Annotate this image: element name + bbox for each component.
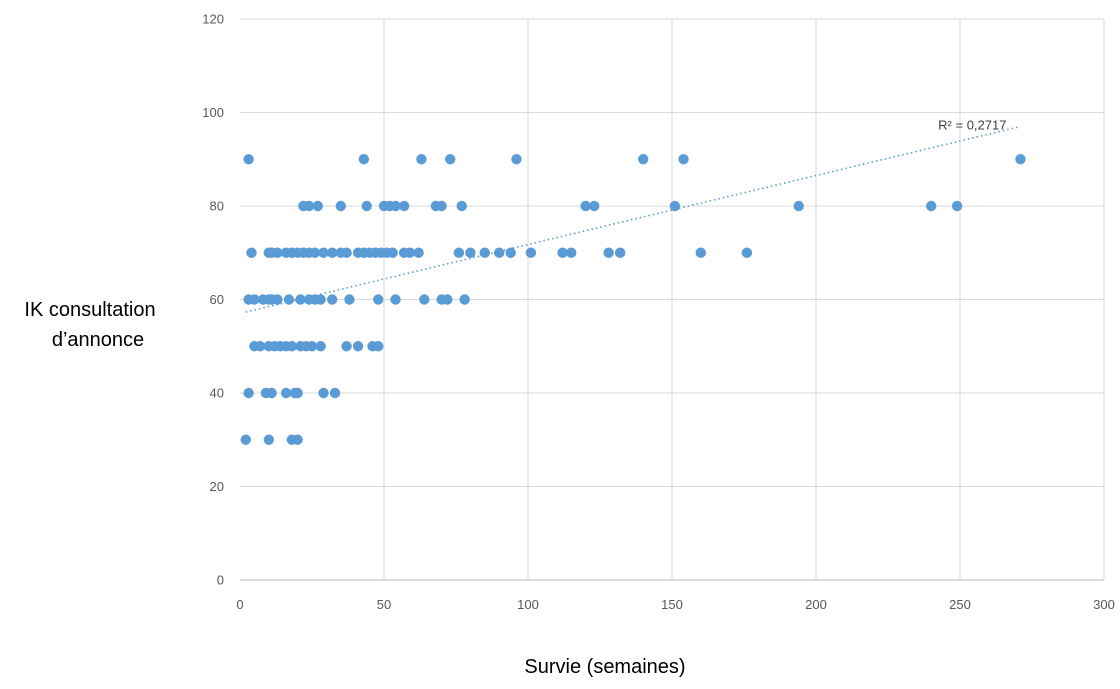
x-tick-label: 300 <box>1093 597 1115 612</box>
data-point <box>506 248 516 258</box>
trendline <box>246 127 1021 313</box>
data-point <box>318 388 328 398</box>
data-point <box>952 201 962 211</box>
y-tick-label: 80 <box>210 199 224 214</box>
data-point <box>459 294 469 304</box>
data-point <box>243 154 253 164</box>
data-point <box>344 294 354 304</box>
x-tick-label: 250 <box>949 597 971 612</box>
data-point <box>457 201 467 211</box>
data-point <box>390 294 400 304</box>
x-axis-title: Survie (semaines) <box>524 656 685 678</box>
data-point <box>794 201 804 211</box>
data-point <box>603 248 613 258</box>
x-tick-label: 50 <box>377 597 391 612</box>
y-axis-title-line-1: IK consultation <box>24 299 155 321</box>
data-point <box>341 341 351 351</box>
data-point <box>526 248 536 258</box>
data-point <box>615 248 625 258</box>
data-point <box>341 248 351 258</box>
data-point <box>416 154 426 164</box>
y-tick-label: 0 <box>217 573 224 588</box>
y-tick-label: 100 <box>202 105 224 120</box>
data-point <box>926 201 936 211</box>
data-point <box>696 248 706 258</box>
data-point <box>373 341 383 351</box>
x-tick-label: 200 <box>805 597 827 612</box>
x-tick-labels: 0 50 100 150 200 250 300 <box>236 597 1114 612</box>
y-tick-label: 120 <box>202 12 224 27</box>
x-tick-label: 150 <box>661 597 683 612</box>
y-tick-label: 40 <box>210 386 224 401</box>
data-point <box>1015 154 1025 164</box>
data-point <box>292 388 302 398</box>
data-point <box>387 248 397 258</box>
data-point <box>589 201 599 211</box>
data-point <box>264 435 274 445</box>
data-point <box>243 388 253 398</box>
data-point <box>353 341 363 351</box>
data-point <box>241 435 251 445</box>
data-point <box>327 294 337 304</box>
data-point <box>566 248 576 258</box>
y-axis-title-line-2: d’annonce <box>52 329 144 351</box>
data-point <box>330 388 340 398</box>
data-point <box>638 154 648 164</box>
data-point <box>413 248 423 258</box>
y-tick-labels: 0 20 40 60 80 100 120 <box>202 12 224 588</box>
data-point <box>336 201 346 211</box>
data-point <box>419 294 429 304</box>
data-point <box>266 388 276 398</box>
data-point <box>442 294 452 304</box>
data-point <box>373 294 383 304</box>
r-squared-label: R² = 0,2717 <box>938 118 1006 133</box>
x-tick-label: 0 <box>236 597 243 612</box>
data-point <box>511 154 521 164</box>
y-tick-label: 60 <box>210 292 224 307</box>
data-point <box>284 294 294 304</box>
data-point <box>454 248 464 258</box>
data-point <box>399 201 409 211</box>
trendline-group: R² = 0,2717 <box>246 118 1021 313</box>
grid-lines <box>240 19 1104 580</box>
data-point <box>315 294 325 304</box>
data-point <box>465 248 475 258</box>
data-point <box>480 248 490 258</box>
data-point <box>315 341 325 351</box>
data-point <box>359 154 369 164</box>
data-point <box>362 201 372 211</box>
data-point <box>272 294 282 304</box>
data-point <box>292 435 302 445</box>
data-point <box>670 201 680 211</box>
data-point <box>494 248 504 258</box>
data-point <box>678 154 688 164</box>
data-point <box>436 201 446 211</box>
data-point <box>313 201 323 211</box>
data-point <box>445 154 455 164</box>
x-tick-label: 100 <box>517 597 539 612</box>
data-point <box>246 248 256 258</box>
data-point <box>742 248 752 258</box>
y-tick-label: 20 <box>210 479 224 494</box>
